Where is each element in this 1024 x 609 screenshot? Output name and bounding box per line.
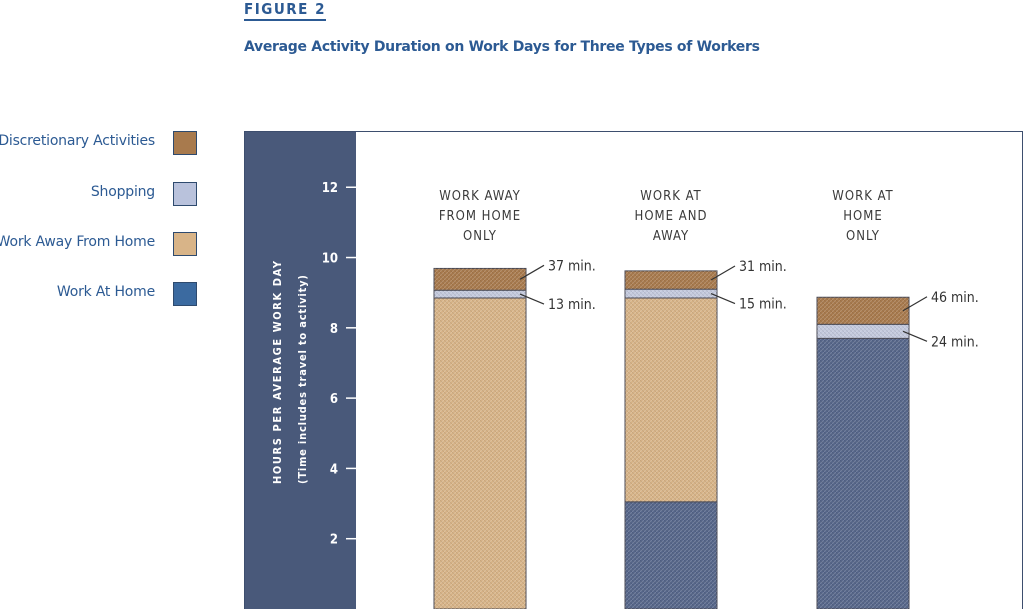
category-label: ONLY xyxy=(463,229,497,244)
y-tick-label: 12 xyxy=(322,181,338,196)
legend-swatch xyxy=(173,282,197,306)
annotation-leader xyxy=(902,296,928,312)
annotation-label: 13 min. xyxy=(548,297,596,313)
category-label: WORK AT xyxy=(640,189,701,204)
y-axis-label: HOURS PER AVERAGE WORK DAY xyxy=(271,259,284,484)
y-tick-label: 6 xyxy=(330,392,338,407)
annotation-label: 46 min. xyxy=(931,290,979,306)
category-label: WORK AT xyxy=(832,189,893,204)
category-label: AWAY xyxy=(653,229,689,244)
legend-item-discretionary: Discretionary Activities xyxy=(0,130,200,156)
legend-item-work-home: Work At Home xyxy=(0,281,200,307)
y-tick-label: 2 xyxy=(330,533,338,548)
legend-swatch xyxy=(173,232,197,256)
bar-segment-texture xyxy=(434,268,526,291)
bar-segment-texture xyxy=(625,270,717,290)
legend-item-work-away: Work Away From Home xyxy=(0,231,200,257)
annotation-label: 15 min. xyxy=(739,297,787,313)
category-label: ONLY xyxy=(846,229,880,244)
annotation-label: 37 min. xyxy=(548,258,596,274)
bar-segment-texture xyxy=(817,297,909,325)
y-tick-label: 4 xyxy=(330,462,338,477)
annotation-leader xyxy=(710,265,736,281)
y-tick-label: 10 xyxy=(322,252,338,267)
plot-border xyxy=(244,131,1023,609)
annotation-leader xyxy=(902,330,928,342)
legend-swatch xyxy=(173,182,197,206)
legend-label: Work At Home xyxy=(56,284,155,300)
bar-segment-texture xyxy=(817,338,909,609)
category-label: HOME AND xyxy=(635,209,708,224)
annotation-leader xyxy=(519,293,545,305)
category-label: FROM HOME xyxy=(439,209,521,224)
category-label: WORK AWAY xyxy=(439,189,521,204)
y-tick-label: 8 xyxy=(330,322,338,337)
legend-label: Work Away From Home xyxy=(0,234,155,250)
legend-label: Discretionary Activities xyxy=(0,133,155,149)
category-label: HOME xyxy=(843,209,882,224)
chart-title: Average Activity Duration on Work Days f… xyxy=(244,39,760,55)
annotation-leader xyxy=(710,293,736,305)
y-axis-panel xyxy=(244,131,356,609)
annotation-label: 24 min. xyxy=(931,334,979,350)
bar-segment-texture xyxy=(434,290,526,298)
legend-swatch xyxy=(173,131,197,155)
bar-segment-texture xyxy=(625,289,717,298)
annotation-leader xyxy=(519,264,545,280)
bar-segment-texture xyxy=(817,324,909,339)
bar-segment-texture xyxy=(625,297,717,502)
figure-label: FIGURE 2 xyxy=(244,0,326,21)
bar-segment-texture xyxy=(434,297,526,609)
y-axis-sublabel: (Time includes travel to activity) xyxy=(296,274,309,484)
bar-segment-texture xyxy=(625,501,717,609)
legend-label: Shopping xyxy=(90,184,155,200)
annotation-label: 31 min. xyxy=(739,259,787,275)
legend-item-shopping: Shopping xyxy=(0,181,200,207)
